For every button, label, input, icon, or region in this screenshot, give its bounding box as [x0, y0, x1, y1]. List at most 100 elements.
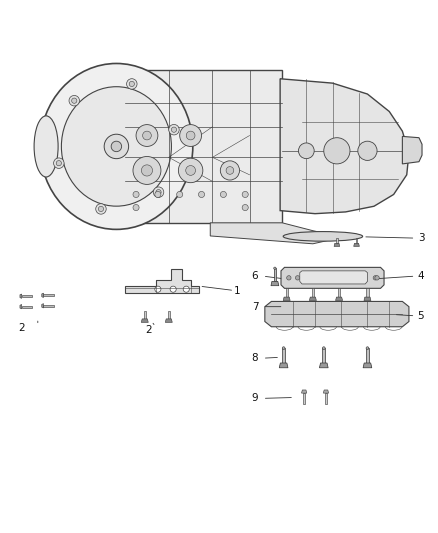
Circle shape — [104, 134, 129, 159]
Circle shape — [171, 127, 177, 132]
Circle shape — [169, 124, 179, 135]
Polygon shape — [286, 288, 288, 297]
Circle shape — [170, 286, 176, 292]
Polygon shape — [165, 319, 172, 322]
Polygon shape — [363, 363, 372, 368]
Polygon shape — [301, 390, 307, 393]
Polygon shape — [366, 348, 369, 363]
Polygon shape — [364, 297, 371, 301]
Circle shape — [287, 276, 291, 280]
Circle shape — [282, 347, 285, 350]
Polygon shape — [336, 238, 338, 244]
Circle shape — [156, 190, 161, 195]
Circle shape — [375, 276, 379, 280]
Circle shape — [153, 187, 164, 197]
Circle shape — [155, 191, 161, 198]
Ellipse shape — [34, 116, 58, 177]
Polygon shape — [319, 363, 328, 368]
Polygon shape — [43, 294, 54, 296]
Ellipse shape — [283, 231, 363, 241]
Circle shape — [177, 191, 183, 198]
Polygon shape — [210, 223, 332, 244]
Circle shape — [220, 161, 240, 180]
Ellipse shape — [61, 87, 171, 206]
Circle shape — [178, 158, 203, 183]
Polygon shape — [282, 348, 285, 363]
Polygon shape — [21, 295, 32, 297]
Text: 6: 6 — [252, 271, 258, 281]
Circle shape — [298, 143, 314, 159]
Polygon shape — [125, 269, 199, 293]
Polygon shape — [42, 304, 43, 308]
Circle shape — [220, 191, 226, 198]
Polygon shape — [325, 393, 327, 404]
Circle shape — [186, 166, 195, 175]
Polygon shape — [336, 297, 343, 301]
Polygon shape — [300, 271, 367, 284]
Circle shape — [133, 191, 139, 198]
Polygon shape — [280, 79, 409, 214]
Text: 2: 2 — [18, 324, 25, 334]
Text: 5: 5 — [418, 311, 424, 321]
Circle shape — [53, 158, 64, 168]
Circle shape — [133, 205, 139, 211]
Circle shape — [111, 141, 122, 152]
Polygon shape — [283, 297, 290, 301]
Circle shape — [133, 157, 161, 184]
Polygon shape — [312, 288, 314, 297]
Polygon shape — [20, 294, 21, 298]
Text: 9: 9 — [252, 393, 258, 403]
Circle shape — [96, 204, 106, 214]
Circle shape — [242, 191, 248, 198]
Circle shape — [129, 82, 134, 86]
Circle shape — [274, 267, 276, 269]
Polygon shape — [338, 288, 340, 297]
Ellipse shape — [40, 63, 193, 229]
Circle shape — [373, 276, 378, 280]
Polygon shape — [303, 393, 305, 404]
Polygon shape — [366, 288, 368, 297]
Polygon shape — [322, 348, 325, 363]
Polygon shape — [271, 281, 279, 286]
Polygon shape — [334, 244, 340, 246]
Text: 1: 1 — [234, 286, 241, 295]
Polygon shape — [309, 297, 316, 301]
Circle shape — [180, 125, 201, 147]
Polygon shape — [125, 70, 283, 223]
Circle shape — [141, 165, 152, 176]
Circle shape — [295, 276, 300, 280]
Polygon shape — [168, 311, 170, 319]
Polygon shape — [144, 311, 146, 319]
Polygon shape — [265, 302, 409, 327]
Polygon shape — [43, 305, 54, 306]
Circle shape — [242, 205, 248, 211]
Circle shape — [136, 125, 158, 147]
Polygon shape — [281, 268, 384, 288]
Circle shape — [324, 138, 350, 164]
Circle shape — [99, 206, 104, 212]
Circle shape — [183, 286, 189, 292]
Circle shape — [56, 160, 61, 166]
Text: 4: 4 — [418, 271, 424, 281]
Polygon shape — [274, 268, 276, 281]
Polygon shape — [20, 304, 21, 309]
Polygon shape — [279, 363, 288, 368]
Circle shape — [186, 131, 195, 140]
Text: 8: 8 — [252, 353, 258, 363]
Circle shape — [322, 347, 325, 350]
Circle shape — [358, 141, 377, 160]
Circle shape — [226, 167, 234, 174]
Circle shape — [72, 98, 77, 103]
Polygon shape — [42, 293, 43, 297]
Polygon shape — [356, 238, 357, 244]
Circle shape — [127, 79, 137, 89]
Circle shape — [143, 131, 151, 140]
Polygon shape — [141, 319, 148, 322]
Circle shape — [69, 95, 79, 106]
Circle shape — [366, 347, 369, 350]
Circle shape — [198, 191, 205, 198]
Text: 3: 3 — [418, 233, 424, 243]
Text: 7: 7 — [252, 302, 258, 312]
Polygon shape — [403, 136, 422, 164]
Circle shape — [155, 286, 161, 292]
